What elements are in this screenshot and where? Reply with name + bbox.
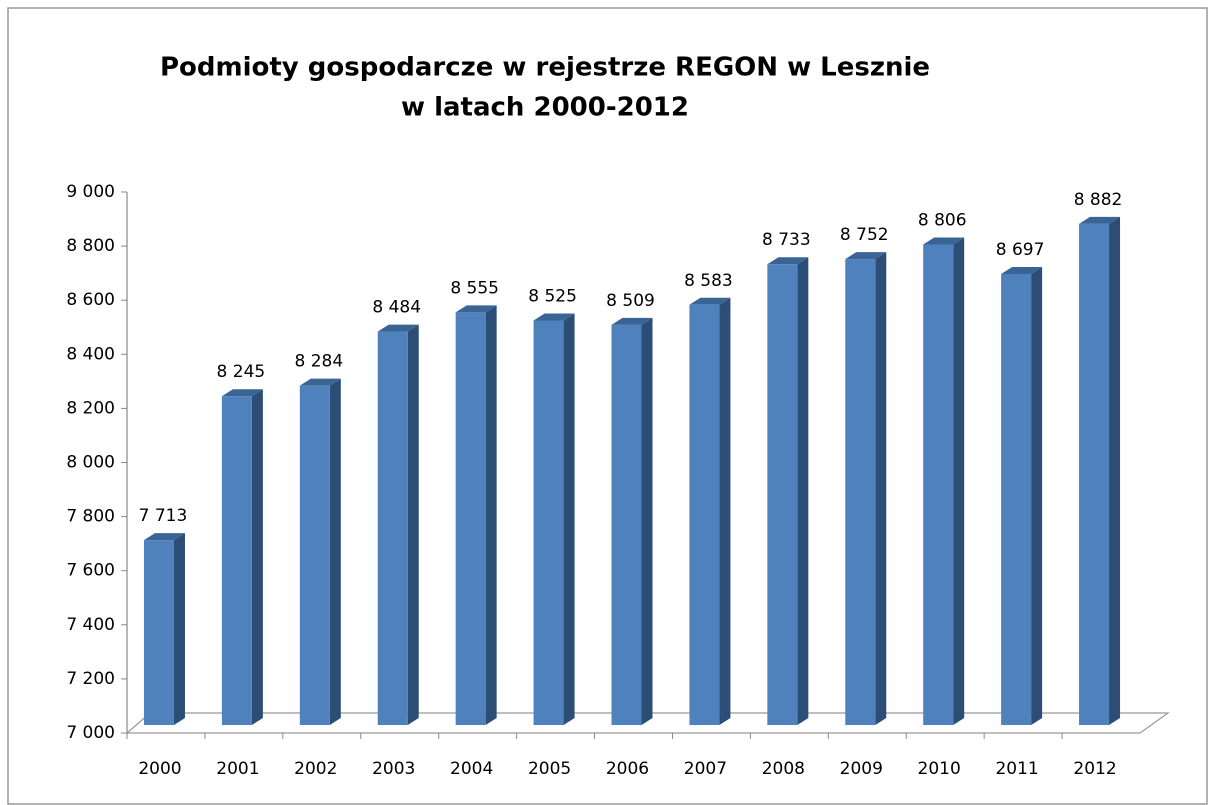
bar-top bbox=[611, 317, 653, 325]
y-tick-label: 8 600 bbox=[66, 290, 115, 310]
bar bbox=[143, 540, 174, 725]
x-tick-label: 2003 bbox=[372, 759, 415, 779]
value-label: 8 484 bbox=[372, 298, 421, 318]
value-label: 8 555 bbox=[450, 278, 499, 298]
bar-side bbox=[485, 305, 497, 725]
bar-top bbox=[845, 252, 887, 260]
value-label: 8 245 bbox=[217, 362, 266, 382]
value-label: 8 752 bbox=[840, 225, 889, 245]
bar-top bbox=[533, 313, 575, 321]
x-tick-label: 2007 bbox=[684, 759, 727, 779]
y-tick-label: 7 000 bbox=[66, 723, 115, 743]
x-tick-label: 2011 bbox=[995, 759, 1038, 779]
bar bbox=[1001, 273, 1032, 725]
x-tick-label: 2005 bbox=[528, 759, 571, 779]
y-tick-label: 8 800 bbox=[66, 236, 115, 256]
bar-side bbox=[719, 297, 731, 725]
value-label: 7 713 bbox=[139, 506, 188, 526]
x-tick-label: 2012 bbox=[1073, 759, 1116, 779]
bar bbox=[689, 304, 720, 725]
bar-side bbox=[953, 237, 965, 726]
bar-top bbox=[1001, 266, 1043, 274]
bar-side bbox=[173, 533, 185, 725]
bar-top bbox=[1079, 216, 1121, 224]
x-tick-label: 2008 bbox=[762, 759, 805, 779]
value-label: 8 509 bbox=[606, 291, 655, 311]
y-tick-label: 7 200 bbox=[66, 669, 115, 689]
y-tick-label: 8 400 bbox=[66, 344, 115, 364]
chart-title: w latach 2000-2012 bbox=[401, 93, 689, 123]
bar bbox=[767, 264, 798, 725]
y-tick-label: 9 000 bbox=[66, 182, 115, 202]
bar-top bbox=[377, 324, 419, 332]
bar-side bbox=[407, 324, 419, 725]
bar-top bbox=[299, 378, 341, 386]
bar-side bbox=[875, 252, 887, 726]
bar-top bbox=[689, 297, 731, 305]
bar-side bbox=[251, 389, 263, 725]
x-tick-label: 2000 bbox=[138, 759, 181, 779]
value-label: 8 697 bbox=[996, 240, 1045, 260]
x-tick-label: 2001 bbox=[216, 759, 259, 779]
value-label: 8 284 bbox=[294, 352, 343, 372]
bar bbox=[611, 324, 642, 725]
bar-top bbox=[143, 533, 185, 541]
x-tick-label: 2010 bbox=[918, 759, 961, 779]
bar-top bbox=[221, 389, 263, 397]
value-label: 8 806 bbox=[918, 210, 967, 230]
bar bbox=[533, 320, 564, 725]
bar bbox=[299, 385, 330, 725]
y-tick-label: 7 800 bbox=[66, 507, 115, 527]
value-label: 8 525 bbox=[528, 286, 577, 306]
bar bbox=[923, 244, 954, 726]
x-tick-label: 2009 bbox=[840, 759, 883, 779]
bar-side bbox=[641, 317, 653, 725]
bar-top bbox=[767, 257, 809, 265]
y-tick-label: 7 600 bbox=[66, 561, 115, 581]
bar-side bbox=[1031, 266, 1043, 725]
y-tick-label: 8 200 bbox=[66, 398, 115, 418]
bar bbox=[455, 312, 486, 725]
y-tick-label: 7 400 bbox=[66, 615, 115, 635]
x-tick-label: 2006 bbox=[606, 759, 649, 779]
value-label: 8 583 bbox=[684, 271, 733, 291]
bar bbox=[845, 259, 876, 725]
bar bbox=[377, 331, 408, 725]
bar-side bbox=[329, 378, 341, 725]
chart-title: Podmioty gospodarcze w rejestrze REGON w… bbox=[160, 53, 930, 83]
bar-side bbox=[1109, 216, 1121, 725]
y-tick-label: 8 000 bbox=[66, 453, 115, 473]
x-tick-label: 2004 bbox=[450, 759, 493, 779]
x-tick-label: 2002 bbox=[294, 759, 337, 779]
bar bbox=[221, 396, 252, 725]
bar-top bbox=[923, 237, 965, 245]
bar-side bbox=[563, 313, 575, 725]
value-label: 8 733 bbox=[762, 230, 811, 250]
value-label: 8 882 bbox=[1074, 190, 1123, 210]
bar-top bbox=[455, 305, 497, 313]
bar bbox=[1079, 223, 1110, 725]
bar-side bbox=[797, 257, 809, 725]
